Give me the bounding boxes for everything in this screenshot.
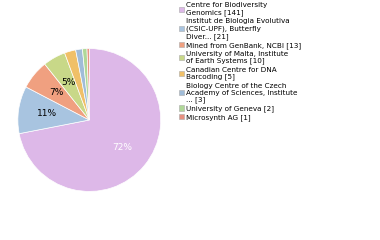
Wedge shape <box>82 48 89 120</box>
Wedge shape <box>87 48 89 120</box>
Wedge shape <box>76 49 89 120</box>
Wedge shape <box>26 64 89 120</box>
Wedge shape <box>65 50 89 120</box>
Wedge shape <box>18 87 89 134</box>
Wedge shape <box>45 53 89 120</box>
Legend: Centre for Biodiversity
Genomics [141], Institut de Biologia Evolutiva
(CSIC-UPF: Centre for Biodiversity Genomics [141], … <box>179 2 301 121</box>
Text: 11%: 11% <box>37 109 57 118</box>
Text: 7%: 7% <box>49 88 63 97</box>
Text: 72%: 72% <box>112 143 132 152</box>
Wedge shape <box>19 48 161 192</box>
Text: 5%: 5% <box>61 78 76 87</box>
